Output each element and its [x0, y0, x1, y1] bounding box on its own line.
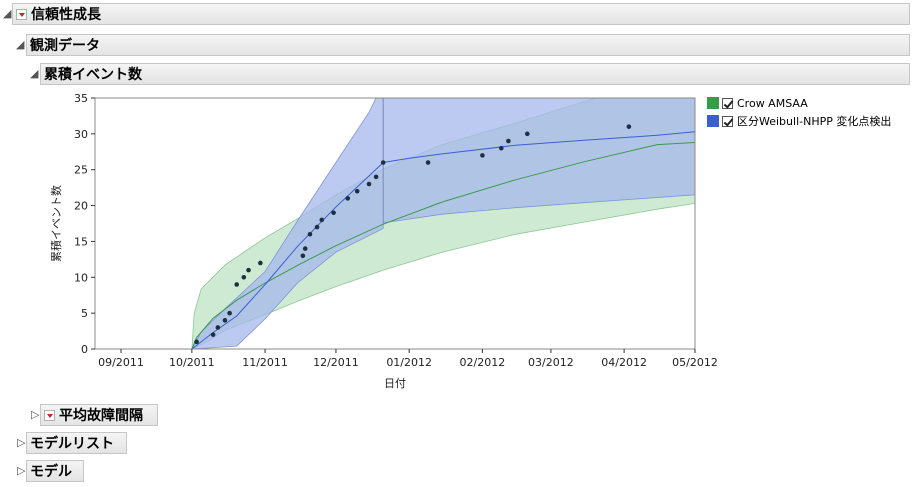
legend-label: Crow AMSAA: [737, 96, 808, 110]
x-axis-label: 日付: [384, 377, 406, 390]
observed-data-header[interactable]: 観測データ: [26, 34, 910, 56]
expand-toggle-icon[interactable]: ▷: [17, 464, 26, 477]
data-point: [319, 217, 325, 223]
data-point: [300, 253, 306, 259]
model-header[interactable]: モデル: [26, 460, 84, 482]
data-point: [246, 267, 251, 273]
plot-frame: [94, 97, 696, 350]
data-point: [234, 282, 240, 287]
x-tick-label: 11/2011: [242, 356, 288, 369]
data-point: [314, 224, 320, 230]
data-point: [354, 188, 360, 194]
collapse-toggle-icon[interactable]: ◢: [16, 38, 25, 51]
data-point: [366, 181, 372, 187]
model-title: モデル: [30, 464, 72, 480]
fit-line-0: [191, 142, 695, 349]
x-tick-label: 09/2011: [98, 356, 144, 369]
expand-toggle-icon[interactable]: ▷: [17, 436, 26, 449]
collapse-toggle-icon[interactable]: ◢: [3, 7, 12, 20]
data-point: [480, 153, 485, 158]
model-list-header[interactable]: モデルリスト: [26, 432, 127, 454]
x-tick-label: 04/2012: [601, 356, 647, 369]
checkbox-icon[interactable]: [722, 115, 733, 127]
chart-legend: Crow AMSAA 区分Weibull-NHPP 変化点検出: [707, 94, 891, 130]
y-tick-label: 15: [74, 235, 88, 248]
mtbf-header[interactable]: 平均故障間隔: [40, 404, 158, 426]
data-point: [302, 246, 308, 251]
data-point: [210, 332, 216, 337]
red-triangle-menu-icon[interactable]: [16, 8, 27, 20]
legend-swatch-blue: [707, 115, 719, 127]
y-axis-label: 累積イベント数: [49, 185, 63, 262]
reliability-growth-title: 信頼性成長: [31, 7, 101, 23]
red-triangle-menu-icon[interactable]: [44, 409, 55, 421]
data-point: [380, 160, 386, 165]
legend-item-crow-amsaa[interactable]: Crow AMSAA: [707, 94, 891, 112]
reliability-growth-header[interactable]: 信頼性成長: [12, 3, 910, 25]
model-list-title: モデルリスト: [30, 436, 114, 452]
y-tick-label: 20: [74, 200, 88, 213]
data-point: [215, 325, 221, 330]
data-point: [331, 210, 336, 216]
observed-data-title: 観測データ: [30, 38, 100, 54]
data-point: [222, 318, 228, 323]
y-tick-label: 10: [74, 271, 88, 284]
y-tick-label: 5: [81, 307, 88, 320]
cumulative-events-title: 累積イベント数: [44, 67, 142, 83]
confidence-band-1: [191, 98, 695, 349]
data-point: [345, 196, 351, 201]
y-tick-label: 30: [74, 128, 88, 141]
data-point: [626, 124, 632, 129]
data-point: [498, 145, 504, 151]
x-tick-label: 02/2012: [460, 356, 506, 369]
x-tick-label: 10/2011: [169, 356, 215, 369]
x-tick-label: 01/2012: [386, 356, 432, 369]
x-tick-label: 05/2012: [672, 356, 718, 369]
legend-item-piecewise-weibull[interactable]: 区分Weibull-NHPP 変化点検出: [707, 112, 891, 130]
data-point: [373, 174, 379, 180]
data-point: [307, 231, 313, 237]
data-point: [227, 310, 232, 316]
mtbf-title: 平均故障間隔: [59, 408, 143, 424]
x-tick-label: 03/2012: [528, 356, 574, 369]
data-point: [258, 260, 263, 266]
cumulative-events-header[interactable]: 累積イベント数: [40, 63, 910, 85]
y-tick-label: 35: [74, 92, 88, 105]
legend-swatch-green: [707, 97, 719, 109]
data-point: [241, 274, 247, 280]
legend-label: 区分Weibull-NHPP 変化点検出: [737, 115, 892, 128]
data-point: [425, 160, 431, 165]
data-point: [506, 138, 511, 144]
y-tick-label: 25: [74, 164, 88, 177]
y-tick-label: 0: [81, 343, 88, 356]
expand-toggle-icon[interactable]: ▷: [31, 408, 40, 421]
checkbox-icon[interactable]: [722, 97, 733, 109]
data-point: [194, 339, 199, 345]
data-point: [524, 131, 530, 137]
x-tick-label: 12/2011: [313, 356, 359, 369]
collapse-toggle-icon[interactable]: ◢: [30, 67, 39, 80]
